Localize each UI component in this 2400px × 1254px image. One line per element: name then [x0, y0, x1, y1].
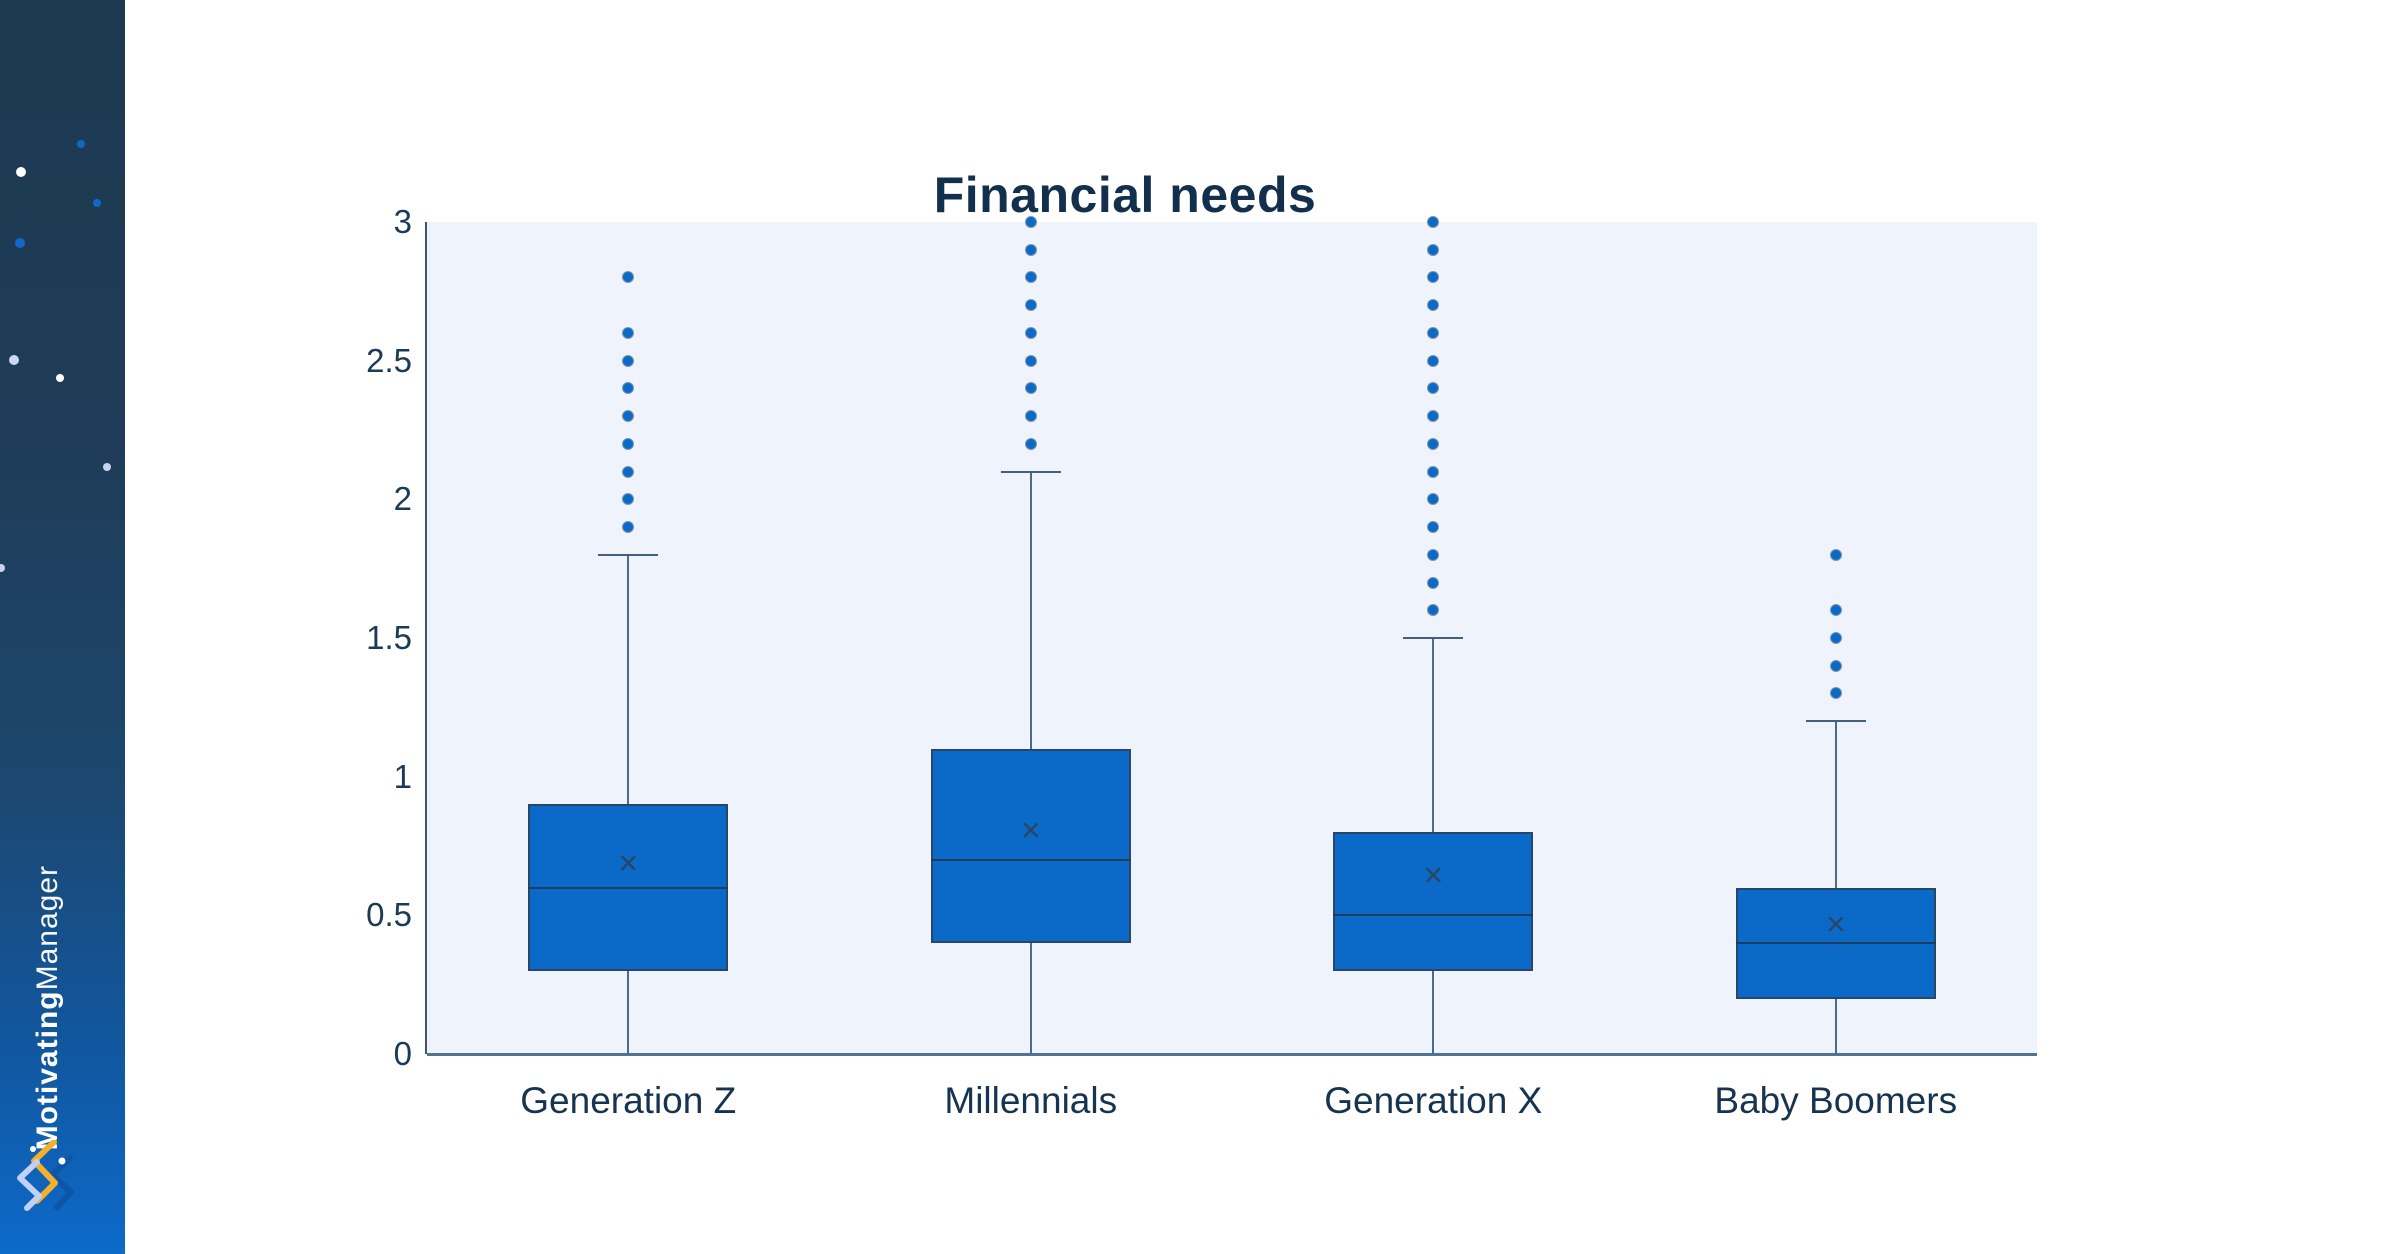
outlier-dot [622, 437, 635, 450]
outlier-dot [1427, 354, 1440, 367]
outlier-dot [1829, 659, 1842, 672]
outlier-dot [1427, 243, 1440, 256]
chart-title: Financial needs [933, 166, 1317, 223]
y-axis-line [425, 222, 427, 1054]
outlier-dot [622, 382, 635, 395]
outlier-dot [622, 410, 635, 423]
outlier-dot [1024, 410, 1037, 423]
outlier-dot [622, 326, 635, 339]
outlier-dot [1829, 632, 1842, 644]
brand-wordmark-light: Manager [31, 864, 64, 990]
mean-marker: × [1825, 906, 1846, 945]
y-axis-tick-label: 1.5 [366, 619, 412, 656]
y-axis-tick-label: 2 [393, 480, 412, 518]
outlier-dot [1427, 576, 1440, 589]
outlier-dot [622, 271, 635, 284]
star-dot [93, 199, 101, 207]
brand-logo-icon [17, 1140, 74, 1211]
outlier-dot [1427, 299, 1440, 312]
x-axis-line [427, 1053, 2037, 1056]
outlier-dot [622, 521, 635, 534]
outlier-dot [1427, 410, 1440, 423]
outlier-dot [1829, 687, 1842, 700]
star-dot [15, 238, 25, 248]
outlier-dot [1427, 216, 1440, 228]
whisker-cap [598, 553, 659, 556]
outlier-dot [1427, 493, 1440, 506]
whisker-cap [1805, 720, 1866, 723]
outlier-dot [1024, 326, 1037, 339]
whisker-cap [1000, 470, 1061, 473]
brand-wordmark-bold: Motivating [31, 990, 64, 1150]
x-axis-category-label: Generation X [1324, 1080, 1543, 1121]
median-line [930, 858, 1131, 861]
median-line [1735, 942, 1936, 945]
outlier-dot [1427, 437, 1440, 450]
x-axis-category-label: Millennials [944, 1080, 1118, 1121]
outlier-dot [1024, 271, 1037, 284]
x-axis-category-label: Generation Z [520, 1080, 737, 1121]
sidebar: MotivatingManager [0, 0, 125, 1254]
y-axis-tick-label: 0.5 [366, 896, 412, 934]
outlier-dot [1427, 465, 1440, 478]
outlier-dot [1427, 382, 1440, 395]
mean-marker: × [618, 845, 639, 884]
box-millennials [930, 748, 1131, 944]
y-axis-tick-label: 1 [393, 757, 412, 795]
star-dot [9, 355, 19, 365]
mean-marker: × [1423, 856, 1444, 895]
outlier-dot [622, 493, 635, 506]
outlier-dot [1024, 243, 1037, 256]
whisker-cap [1403, 637, 1464, 639]
outlier-dot [1024, 382, 1037, 395]
outlier-dot [1024, 354, 1037, 367]
x-axis-category-label: Baby Boomers [1714, 1080, 1958, 1121]
outlier-dot [622, 354, 635, 367]
outlier-dot [1024, 216, 1037, 228]
outlier-dot [1024, 299, 1037, 312]
outlier-dot [1427, 604, 1440, 617]
star-dot [16, 167, 26, 177]
outlier-dot [622, 465, 635, 478]
star-dot [103, 463, 111, 471]
outlier-dot [1829, 604, 1842, 617]
y-axis-tick-label: 3 [393, 203, 412, 240]
median-line [528, 886, 729, 889]
median-line [1333, 914, 1534, 917]
outlier-dot [1427, 326, 1440, 339]
y-axis-tick-label: 2.5 [366, 341, 412, 379]
brand-wordmark: MotivatingManager [31, 865, 65, 1150]
star-dot [77, 140, 85, 148]
box-generation-x [1333, 832, 1534, 971]
star-dot [0, 564, 5, 572]
outlier-dot [1427, 271, 1440, 284]
whisker-line [1834, 721, 1837, 1054]
star-dot [56, 374, 64, 382]
outlier-dot [1024, 437, 1037, 450]
outlier-dot [1427, 521, 1440, 534]
outlier-dot [1427, 548, 1440, 561]
y-axis-tick-label: 0 [393, 1035, 412, 1072]
mean-marker: × [1020, 811, 1041, 850]
outlier-dot [1829, 548, 1842, 561]
